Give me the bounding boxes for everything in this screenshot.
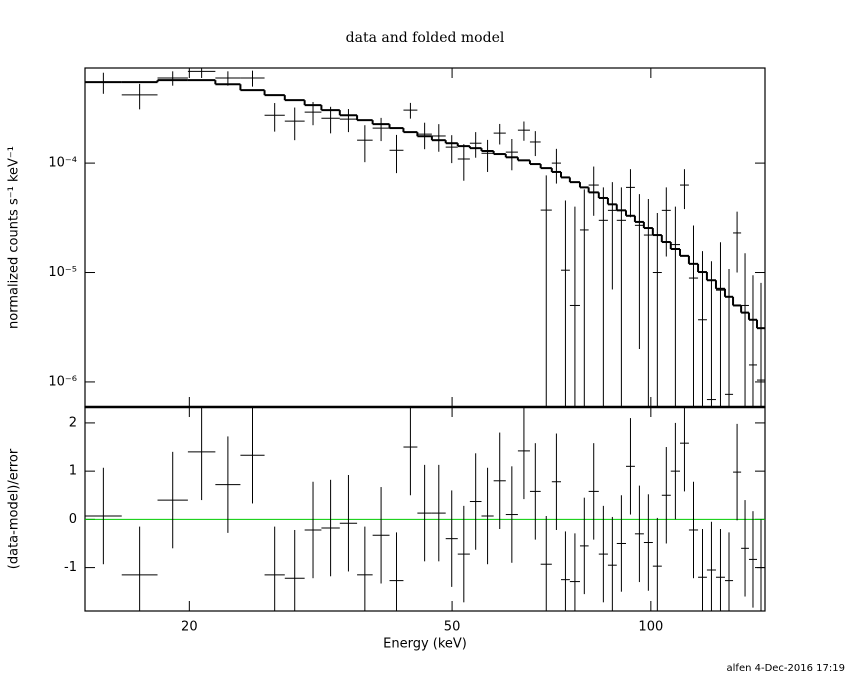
chart-title: data and folded model	[346, 30, 505, 46]
y-tick-label: 1	[69, 464, 77, 479]
y-tick-label: -1	[64, 560, 77, 575]
x-tick-label: 20	[181, 620, 198, 635]
footer: alfen 4-Dec-2016 17:19	[727, 663, 845, 674]
x-axis-label: Energy (keV)	[383, 637, 467, 652]
x-tick-label: 50	[444, 620, 461, 635]
y-tick-label: 10⁻⁴	[48, 156, 77, 171]
y-tick-label: 10⁻⁶	[48, 374, 77, 389]
x-tick-label: 100	[638, 620, 663, 635]
y-tick-label: 10⁻⁵	[48, 265, 77, 280]
y-tick-label: 0	[69, 512, 77, 527]
y-tick-label: 2	[69, 415, 77, 430]
y-axis-label: normalized counts s⁻¹ keV⁻¹	[7, 146, 22, 329]
top-panel-frame	[84, 67, 766, 408]
y-axis-label: (data-model)/error	[7, 448, 22, 569]
